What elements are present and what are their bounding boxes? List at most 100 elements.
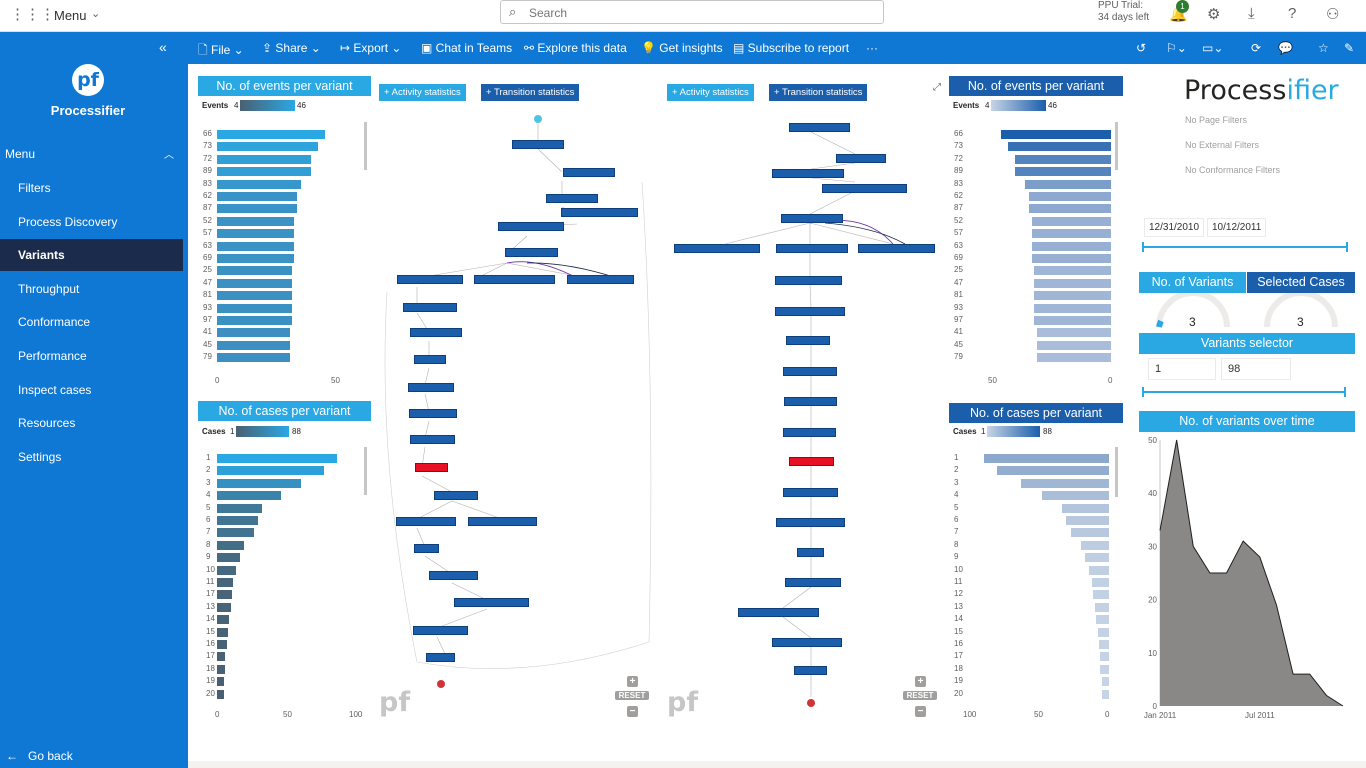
zoom-in-icon[interactable]: +: [915, 676, 926, 687]
bar[interactable]: [1034, 278, 1111, 288]
date-slider-handle-end[interactable]: [1346, 242, 1348, 252]
variants-range-slider[interactable]: [1143, 391, 1346, 393]
bar[interactable]: [1034, 316, 1111, 325]
chevron-up-icon[interactable]: ︿: [164, 150, 174, 161]
help-icon[interactable]: ?: [1288, 5, 1297, 22]
bar[interactable]: [1036, 340, 1111, 350]
left-events-scrollbar[interactable]: [364, 122, 367, 170]
bar[interactable]: [217, 615, 230, 625]
activity-node[interactable]: [414, 355, 446, 364]
bar[interactable]: [1096, 615, 1109, 625]
sidebar-item-variants[interactable]: Variants: [0, 239, 183, 272]
expand-icon[interactable]: ⤢: [933, 82, 941, 93]
sidebar-item-process-discovery[interactable]: Process Discovery: [18, 214, 118, 229]
bar[interactable]: [1066, 516, 1109, 525]
bar[interactable]: [1100, 652, 1109, 662]
file-menu[interactable]: 🗋 File ⌄: [198, 43, 244, 57]
chat-in-teams-button[interactable]: ▣ Chat in Teams: [421, 41, 513, 55]
bar[interactable]: [217, 640, 227, 649]
activity-node[interactable]: [783, 367, 837, 376]
activity-node[interactable]: [781, 214, 843, 223]
activity-node[interactable]: [434, 491, 478, 500]
bar[interactable]: [1031, 229, 1111, 239]
activity-node[interactable]: [784, 397, 837, 406]
activity-node[interactable]: [505, 248, 558, 257]
bar[interactable]: [1031, 241, 1111, 251]
variants-max-input[interactable]: 98: [1221, 358, 1291, 380]
zoom-out-icon[interactable]: −: [915, 706, 926, 717]
bar[interactable]: [1015, 154, 1111, 164]
bookmark-icon[interactable]: ⚐⌄: [1166, 41, 1187, 55]
bar[interactable]: [984, 454, 1109, 463]
go-back-link[interactable]: ← Go back: [6, 749, 73, 763]
bar[interactable]: [217, 602, 231, 612]
activity-node[interactable]: [498, 222, 564, 231]
bar[interactable]: [217, 316, 292, 325]
process-map-right[interactable]: + Activity statistics + Transition stati…: [665, 82, 945, 722]
activity-node[interactable]: [409, 409, 457, 418]
right-events-scrollbar[interactable]: [1115, 122, 1118, 170]
view-icon[interactable]: ▭⌄: [1202, 41, 1224, 55]
search-input[interactable]: [529, 4, 869, 21]
bar[interactable]: [1034, 266, 1111, 276]
bar[interactable]: [1099, 640, 1109, 649]
bar[interactable]: [1007, 142, 1111, 152]
activity-node[interactable]: [775, 276, 842, 285]
activity-stats-button-left[interactable]: + Activity statistics: [379, 84, 466, 101]
menu-heading[interactable]: Menu: [5, 147, 36, 161]
bar[interactable]: [217, 340, 290, 350]
activity-node[interactable]: [561, 208, 638, 217]
activity-node-highlight[interactable]: [415, 463, 448, 472]
bar[interactable]: [217, 291, 292, 301]
activity-node[interactable]: [776, 244, 848, 253]
bar[interactable]: [1062, 503, 1109, 513]
left-cases-scrollbar[interactable]: [364, 447, 367, 495]
activity-node[interactable]: [797, 548, 824, 557]
sidebar-item-filters[interactable]: Filters: [18, 181, 51, 195]
transition-stats-button-right[interactable]: + Transition statistics: [769, 84, 868, 101]
activity-node[interactable]: [396, 517, 456, 526]
bar[interactable]: [217, 491, 281, 501]
activity-node[interactable]: [772, 169, 844, 178]
activity-node[interactable]: [410, 328, 462, 337]
bar[interactable]: [1024, 179, 1111, 189]
bar[interactable]: [1070, 528, 1109, 538]
zoom-out-icon[interactable]: −: [627, 706, 638, 717]
activity-node[interactable]: [674, 244, 760, 253]
sidebar-item-conformance[interactable]: Conformance: [18, 315, 91, 330]
area-series[interactable]: [1160, 440, 1343, 706]
bar[interactable]: [217, 528, 254, 538]
download-icon[interactable]: ⤓: [1248, 5, 1255, 22]
bar[interactable]: [1080, 540, 1109, 550]
bar[interactable]: [217, 142, 318, 152]
bar[interactable]: [217, 590, 232, 600]
bar[interactable]: [217, 652, 226, 662]
bar[interactable]: [217, 540, 245, 550]
gear-icon[interactable]: ⚙: [1207, 6, 1221, 23]
activity-node[interactable]: [512, 140, 564, 149]
sidebar-item-inspect-cases[interactable]: Inspect cases: [18, 382, 92, 397]
bar[interactable]: [217, 627, 228, 637]
activity-node[interactable]: [429, 571, 478, 580]
bar[interactable]: [217, 130, 325, 139]
variants-min-input[interactable]: 1: [1148, 358, 1216, 380]
variants-slider-handle-start[interactable]: [1142, 387, 1144, 397]
activity-node[interactable]: [426, 653, 455, 662]
process-map-left[interactable]: + Activity statistics + Transition stati…: [377, 82, 653, 722]
search-box[interactable]: ⌕: [500, 0, 884, 24]
bar[interactable]: [1101, 677, 1109, 687]
bar[interactable]: [217, 278, 292, 288]
activity-node[interactable]: [546, 194, 598, 203]
subscribe-button[interactable]: ▤ Subscribe to report: [733, 41, 850, 55]
activity-node[interactable]: [413, 626, 468, 635]
activity-node[interactable]: [563, 168, 615, 177]
edit-icon[interactable]: ✎: [1344, 41, 1355, 55]
bar[interactable]: [1101, 689, 1109, 699]
sidebar-item-performance[interactable]: Performance: [18, 349, 87, 363]
activity-node[interactable]: [567, 275, 634, 284]
activity-node[interactable]: [738, 608, 819, 617]
bar[interactable]: [217, 466, 325, 476]
bar[interactable]: [217, 204, 297, 214]
bar[interactable]: [217, 565, 237, 575]
activity-node[interactable]: [474, 275, 555, 284]
